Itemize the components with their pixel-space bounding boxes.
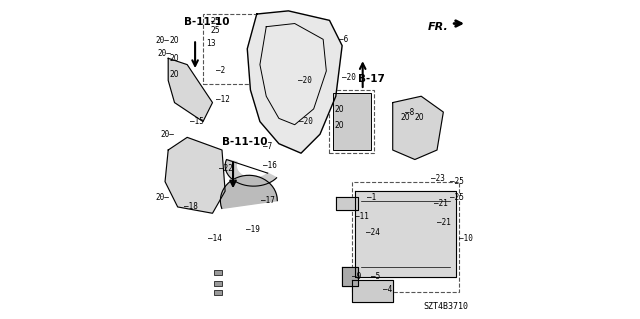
Text: 20: 20 bbox=[334, 105, 344, 114]
Text: 20: 20 bbox=[334, 121, 344, 130]
Text: —1: —1 bbox=[367, 193, 377, 202]
Text: —20: —20 bbox=[300, 117, 314, 126]
Polygon shape bbox=[247, 11, 342, 153]
Bar bbox=[214, 281, 222, 286]
Text: —17: —17 bbox=[262, 196, 275, 205]
Polygon shape bbox=[225, 160, 276, 186]
Text: B-11-10: B-11-10 bbox=[184, 17, 230, 27]
Text: —21: —21 bbox=[437, 218, 451, 227]
Text: —16: —16 bbox=[263, 161, 277, 170]
Text: —6: —6 bbox=[339, 35, 348, 44]
Text: 20—: 20— bbox=[157, 49, 172, 58]
Text: 25: 25 bbox=[211, 17, 221, 26]
Text: —19: —19 bbox=[246, 225, 260, 234]
Text: —15: —15 bbox=[190, 117, 204, 126]
Text: —5: —5 bbox=[371, 272, 380, 281]
Bar bbox=[333, 93, 371, 150]
Polygon shape bbox=[336, 197, 358, 210]
Text: —4: —4 bbox=[383, 285, 392, 294]
Polygon shape bbox=[355, 191, 456, 277]
Text: SZT4B3710: SZT4B3710 bbox=[424, 302, 468, 311]
Text: 13: 13 bbox=[206, 39, 216, 48]
Text: —20: —20 bbox=[298, 76, 312, 85]
Text: —8: —8 bbox=[405, 108, 415, 116]
Text: B-17: B-17 bbox=[358, 74, 385, 84]
Text: —22: —22 bbox=[219, 165, 233, 174]
Text: —24: —24 bbox=[366, 228, 380, 237]
Text: —25: —25 bbox=[450, 177, 463, 186]
Text: —10: —10 bbox=[459, 234, 473, 243]
Text: —7: —7 bbox=[263, 142, 273, 151]
Text: 25: 25 bbox=[211, 26, 221, 35]
Text: 20: 20 bbox=[401, 113, 410, 122]
Text: —20: —20 bbox=[342, 73, 356, 82]
Text: 20—: 20— bbox=[156, 193, 170, 202]
Polygon shape bbox=[393, 96, 444, 160]
Text: 20: 20 bbox=[170, 54, 179, 63]
Text: 20—: 20— bbox=[161, 130, 175, 139]
Text: —11: —11 bbox=[355, 212, 369, 221]
Text: 20—: 20— bbox=[156, 36, 170, 45]
Text: 20: 20 bbox=[415, 113, 424, 122]
Text: B-11-10: B-11-10 bbox=[222, 137, 268, 147]
Bar bbox=[214, 270, 222, 275]
Bar bbox=[214, 290, 222, 295]
Text: —25: —25 bbox=[450, 193, 463, 202]
Text: —9: —9 bbox=[351, 272, 361, 281]
Polygon shape bbox=[168, 58, 212, 122]
Polygon shape bbox=[220, 175, 277, 208]
Text: —18: —18 bbox=[184, 203, 198, 211]
Text: —23: —23 bbox=[431, 174, 445, 183]
Polygon shape bbox=[165, 137, 225, 213]
Text: —14: —14 bbox=[208, 234, 221, 243]
Text: —21: —21 bbox=[434, 199, 448, 208]
Text: FR.: FR. bbox=[428, 22, 448, 32]
Polygon shape bbox=[351, 280, 393, 302]
Text: 20: 20 bbox=[170, 70, 179, 78]
Polygon shape bbox=[342, 267, 358, 286]
Text: —2: —2 bbox=[216, 66, 225, 76]
Text: 20: 20 bbox=[170, 36, 179, 45]
Text: —12: —12 bbox=[216, 95, 230, 104]
